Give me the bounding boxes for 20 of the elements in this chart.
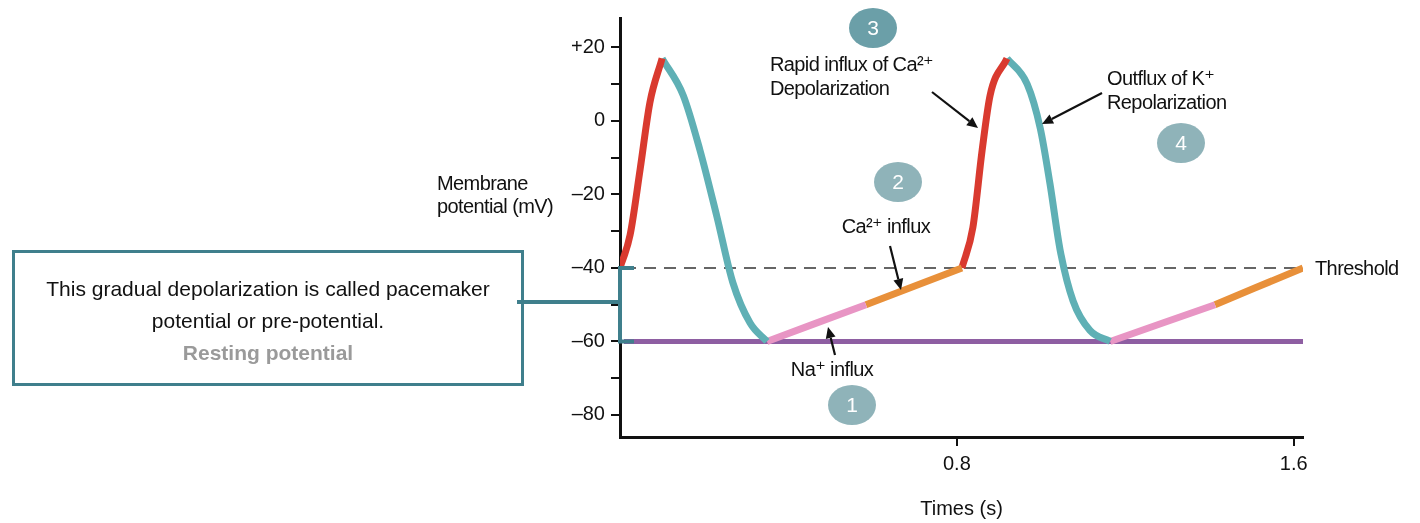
ref-line-label: Threshold: [1315, 255, 1399, 280]
y-tick-label: –40: [571, 255, 605, 278]
y-tick-label: –20: [571, 181, 605, 204]
circle-badge: 3: [849, 8, 897, 48]
y-tick-label: +20: [571, 34, 605, 57]
annotation: Ca²⁺ influx: [840, 213, 932, 238]
circle-badge: 1: [828, 385, 876, 425]
y-tick-label: –60: [571, 328, 605, 351]
annotation: Na⁺ influx: [789, 356, 875, 381]
y-tick-label: –80: [571, 402, 605, 425]
x-tick-label: 0.8: [942, 451, 971, 474]
x-axis-title: Times (s): [920, 496, 1003, 519]
annotation: Rapid influx of Ca²⁺ Depolarization: [769, 52, 934, 101]
y-tick-label: 0: [593, 108, 605, 131]
annotation: Outflux of K⁺ Repolarization: [1107, 66, 1227, 114]
circle-badge: 4: [1157, 123, 1205, 163]
circle-badge: 2: [874, 162, 922, 202]
y-axis-title: Membrane potential (mV): [437, 172, 555, 218]
x-tick-label: 1.6: [1279, 451, 1308, 474]
callout-box: This gradual depolarization is called pacemaker potential or pre-potential. Resting potential: [12, 250, 524, 386]
